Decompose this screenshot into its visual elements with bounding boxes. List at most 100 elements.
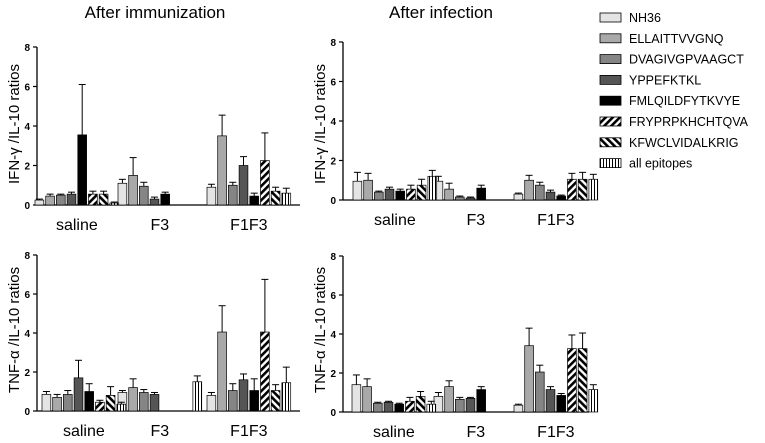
panel-d-bar-all-epitopes-f1f3 — [588, 389, 599, 413]
panel-d-bar-dvagivgpvaagct-f3 — [455, 398, 465, 413]
panel-b-bar-ellaittvvgnq-f3 — [444, 188, 454, 201]
panel-b-bar-all-epitopes-saline — [427, 175, 438, 201]
legend-swatch — [599, 158, 622, 169]
panel-c-bar-all-epitopes-f3 — [192, 381, 203, 412]
panel-d-ytick-label: 6 — [330, 291, 336, 302]
panel-c-bar-nh36-saline — [41, 394, 52, 412]
panel-a-bar-all-epitopes-f1f3 — [281, 192, 292, 206]
panel-d-group-label-f1f3: F1F3 — [537, 424, 574, 441]
ylabel-panel-a: IFN-γ /IL-10 ratios — [6, 64, 23, 184]
panel-c-ytick-label: 8 — [24, 251, 30, 262]
panel-b-group-label-saline: saline — [374, 212, 416, 229]
panel-c-ytick-label: 6 — [24, 290, 30, 301]
panel-a-bar-dvagivgpvaagct-f3 — [139, 185, 149, 206]
panel-c-bar-yppefktkl-f3 — [149, 394, 160, 412]
panel-a-bar-fryprpkhchtqva-f1f3 — [260, 160, 270, 206]
panel-d-bar-yppefktkl-saline — [383, 401, 394, 413]
panel-d-bar-fmlqildfytkvye-f3 — [476, 389, 486, 413]
panel-d-bar-yppefktkl-f3 — [465, 398, 476, 413]
panel-b-bar-ellaittvvgnq-saline — [363, 179, 373, 201]
panel-a-bar-nh36-saline — [34, 199, 45, 206]
panel-d-bar-yppefktkl-f1f3 — [545, 389, 556, 413]
panel-a-ytick-label: 2 — [24, 162, 30, 173]
panel-c-bar-dvagivgpvaagct-f3 — [139, 392, 149, 412]
panel-d-bar-fmlqildfytkvye-saline — [394, 403, 404, 413]
panel-b-bar-nh36-f1f3 — [513, 193, 524, 201]
panel-c-bar-kfwclvidalkrig-f1f3 — [270, 390, 281, 412]
panel-c-ytick-label: 4 — [24, 329, 30, 340]
panel-c-group-label-f1f3: F1F3 — [230, 423, 267, 440]
legend-label: NH36 — [629, 11, 661, 25]
panel-a-ytick-label: 8 — [24, 43, 30, 54]
panel-c-bar-ellaittvvgnq-f3 — [128, 387, 138, 412]
chart-panel-ifn-immunization: 0 2 4 6 8 saline F3 F1F3 — [24, 43, 300, 234]
panel-d-ytick-label: 0 — [330, 408, 336, 419]
panel-c-bar-fmlqildfytkvye-saline — [84, 391, 94, 412]
panel-b-bar-fryprpkhchtqva-saline — [406, 188, 416, 201]
panel-b-bar-kfwclvidalkrig-saline — [416, 184, 427, 201]
panel-b-bar-ellaittvvgnq-f1f3 — [524, 179, 534, 201]
panel-a-bar-nh36-f3 — [117, 182, 128, 206]
panel-b-group-label-f3: F3 — [467, 212, 486, 229]
panel-a-ytick-label: 6 — [24, 83, 30, 94]
panel-a-bar-ellaittvvgnq-f3 — [128, 175, 138, 206]
panel-a-bar-nh36-f1f3 — [206, 186, 217, 206]
panel-a-bar-yppefktkl-saline — [66, 193, 77, 206]
col-title-immunization: After immunization — [85, 3, 226, 22]
panel-c-bar-ellaittvvgnq-f1f3 — [217, 331, 227, 412]
panel-b-bar-kfwclvidalkrig-f1f3 — [577, 178, 588, 201]
panel-a-ytick-label: 4 — [24, 122, 30, 133]
panel-c-bar-ellaittvvgnq-saline — [52, 397, 62, 412]
panel-c-group-label-saline: saline — [63, 423, 105, 440]
panel-a-bar-ellaittvvgnq-f1f3 — [217, 135, 227, 206]
panel-c-ytick-label: 0 — [24, 407, 30, 418]
panel-b-ytick-label: 0 — [330, 196, 336, 207]
panel-b-bar-nh36-saline — [352, 180, 363, 201]
panel-b-bar-all-epitopes-f1f3 — [588, 178, 599, 201]
panel-c-bar-fryprpkhchtqva-f1f3 — [260, 331, 270, 412]
panel-b-bar-dvagivgpvaagct-f1f3 — [535, 184, 545, 201]
panel-b-group-label-f1f3: F1F3 — [537, 212, 574, 229]
panel-d-ytick-label: 2 — [330, 369, 336, 380]
panel-d-ytick-label: 8 — [330, 252, 336, 263]
panel-c-bar-all-epitopes-saline — [116, 403, 127, 412]
panel-c-group-label-f3: F3 — [151, 423, 170, 440]
panel-d-bar-nh36-f1f3 — [513, 404, 524, 413]
chart-panel-tnf-immunization: 0 2 4 6 8 saline F3 F1F3 — [24, 251, 300, 440]
legend-label: FRYPRPKHCHTQVA — [629, 115, 749, 129]
panel-a-bar-fmlqildfytkvye-saline — [77, 134, 87, 206]
panel-a-group-label-saline: saline — [56, 217, 98, 234]
panel-d-group-label-saline: saline — [373, 424, 415, 441]
panel-d-bar-dvagivgpvaagct-saline — [373, 402, 383, 413]
panel-a-bar-fmlqildfytkvye-f3 — [160, 193, 170, 206]
panel-a-group-label-f3: F3 — [151, 217, 170, 234]
panel-a-bar-ellaittvvgnq-saline — [45, 195, 55, 206]
panel-d-ytick-label: 4 — [330, 330, 336, 341]
legend-swatch — [599, 33, 622, 44]
panel-d-bar-ellaittvvgnq-f3 — [444, 386, 454, 413]
ylabel-panel-d: TNF-α /IL-10 ratios — [312, 267, 329, 393]
panel-a-bar-fmlqildfytkvye-f1f3 — [249, 195, 259, 206]
panel-b-ytick-label: 4 — [330, 117, 336, 128]
panel-a-bar-fryprpkhchtqva-saline — [88, 193, 98, 206]
panel-c-bar-dvagivgpvaagct-f1f3 — [228, 390, 238, 412]
legend-swatch — [599, 95, 622, 106]
legend-label: all epitopes — [629, 157, 692, 171]
panel-d-bar-nh36-saline — [351, 384, 362, 413]
panel-a-bar-dvagivgpvaagct-saline — [56, 194, 66, 206]
panel-c-bar-yppefktkl-saline — [73, 377, 84, 412]
panel-d-bar-fryprpkhchtqva-f1f3 — [567, 348, 577, 413]
legend-swatch — [599, 137, 622, 148]
legend-swatch — [599, 75, 622, 85]
ylabel-panel-c: TNF-α /IL-10 ratios — [6, 267, 23, 393]
panel-d-bar-ellaittvvgnq-saline — [362, 386, 372, 413]
panel-c-ytick-label: 2 — [24, 368, 30, 379]
panel-d-bar-fmlqildfytkvye-f1f3 — [556, 395, 566, 413]
panel-d-bar-kfwclvidalkrig-saline — [415, 396, 426, 413]
legend-label: DVAGIVGPVAAGCT — [629, 53, 744, 67]
panel-a-bar-kfwclvidalkrig-saline — [98, 193, 109, 206]
panel-a-bar-all-epitopes-saline — [109, 202, 120, 206]
panel-a-group-label-f1f3: F1F3 — [230, 217, 267, 234]
legend: NH36 ELLAITTVVGNQ DVAGIVGPVAAGCT YPPEFKTKL F… — [599, 11, 749, 171]
